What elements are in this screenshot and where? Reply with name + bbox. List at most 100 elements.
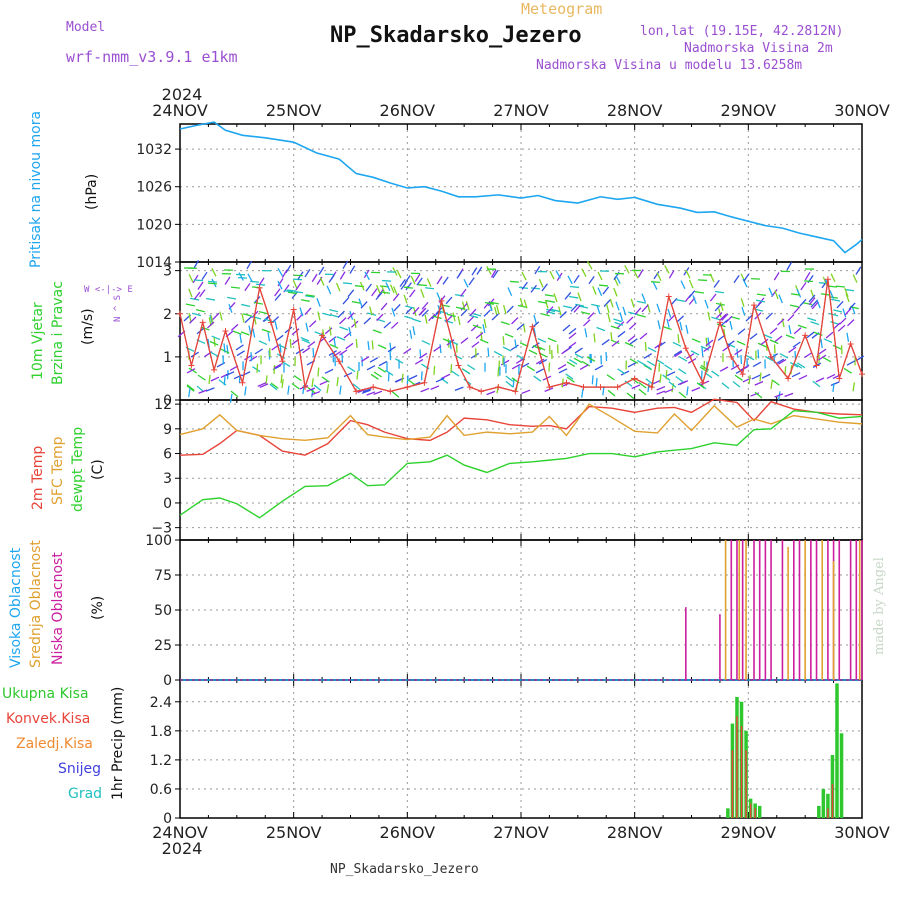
wind-arrow <box>756 293 766 297</box>
precip-bar <box>827 808 829 818</box>
wind-arrow <box>281 379 284 389</box>
wind-arrow <box>546 306 554 314</box>
wind-arrow <box>193 279 204 282</box>
wind-arrow <box>721 382 730 390</box>
wind-arrow <box>292 280 298 289</box>
wind-speed-marker <box>353 388 360 395</box>
wind-arrow <box>193 260 200 269</box>
wind-speed-marker <box>631 375 638 382</box>
wind-arrow <box>336 336 346 341</box>
temp-dew-line <box>179 409 863 519</box>
wind-arrow <box>639 332 648 340</box>
precip-bar <box>835 683 839 818</box>
wind-arrow <box>396 269 402 279</box>
y-tick-label: 3 <box>163 264 172 280</box>
wind-arrow <box>439 310 449 315</box>
wind-arrow <box>750 392 760 397</box>
wind-arrow <box>404 275 411 284</box>
wind-arrow <box>419 352 428 359</box>
wind-arrow <box>356 370 359 380</box>
wind-arrow <box>378 360 388 367</box>
wind-arrow <box>711 316 721 321</box>
wind-arrow <box>380 291 391 294</box>
wind-arrow <box>737 328 746 335</box>
wind-arrow <box>345 342 354 350</box>
wind-arrow <box>305 294 315 297</box>
wind-arrow <box>329 326 332 336</box>
wind-arrow <box>714 303 722 312</box>
wind-arrow <box>207 282 218 285</box>
wind-arrow <box>455 306 465 310</box>
wind-arrow <box>362 388 372 393</box>
wind-arrow <box>709 273 715 283</box>
wind-arrow <box>581 268 587 277</box>
wind-arrow <box>852 274 858 283</box>
wind-arrow <box>763 334 773 339</box>
x-tick-label-bottom: 30NOV <box>834 823 890 842</box>
wind-arrow <box>587 312 595 320</box>
wind-arrow <box>530 284 538 293</box>
wind-arrow <box>370 373 379 380</box>
wind-arrow <box>855 266 862 275</box>
wind-arrow <box>295 282 302 291</box>
wind-arrow <box>412 318 422 323</box>
wind-arrow <box>293 290 304 294</box>
wind-arrow <box>460 337 469 344</box>
wind-speed-marker <box>404 384 411 391</box>
wind-arrow <box>694 291 705 294</box>
wind-arrow <box>420 288 425 298</box>
wind-arrow <box>837 324 846 332</box>
wind-arrow <box>252 366 261 373</box>
wind-arrow <box>375 292 383 301</box>
wind-arrow <box>189 316 197 324</box>
y-tick-label: 50 <box>154 603 172 619</box>
wind-arrow <box>748 375 751 385</box>
wind-arrow <box>665 370 668 380</box>
wind-arrow <box>405 306 413 315</box>
wind-arrow <box>800 282 807 291</box>
wind-arrow <box>281 361 291 367</box>
wind-arrow <box>742 278 748 288</box>
wind-arrow <box>335 282 341 292</box>
wind-arrow <box>788 346 797 353</box>
precip-bar <box>839 733 844 818</box>
wind-arrow <box>825 331 834 339</box>
y-tick-label: 0 <box>163 393 172 409</box>
wind-arrow <box>371 340 374 350</box>
wind-arrow <box>636 314 646 318</box>
precip-bar <box>749 803 752 818</box>
wind-arrow <box>832 322 841 330</box>
wind-arrow <box>412 306 420 315</box>
wind-arrow <box>339 326 349 331</box>
wind-arrow <box>192 274 199 284</box>
wind-arrow <box>749 333 758 340</box>
wind-arrow <box>274 293 282 301</box>
wind-arrow <box>607 389 616 397</box>
wind-arrow <box>615 301 620 311</box>
wind-arrow <box>507 287 513 296</box>
wind-arrow <box>277 278 284 287</box>
wind-arrow <box>252 328 256 338</box>
wind-arrow <box>804 352 813 359</box>
wind-speed-marker <box>319 332 326 339</box>
temp-unit-label: (C) <box>90 459 106 480</box>
y-tick-label: 1014 <box>136 255 172 271</box>
precip-bar <box>731 750 734 818</box>
wind-arrow <box>435 377 445 383</box>
temp-sfc-line <box>179 403 863 442</box>
y-tick-label: 0 <box>163 496 172 512</box>
wind-arrow <box>568 327 577 335</box>
wind-arrow <box>564 291 572 300</box>
wind-arrow <box>634 307 642 315</box>
wind-arrow <box>247 273 253 283</box>
wind-arrow <box>330 314 340 318</box>
wind-arrow <box>733 274 740 284</box>
wind-arrow <box>339 349 348 356</box>
wind-arrow <box>505 375 514 382</box>
wind-arrow <box>664 265 670 274</box>
wind-arrow <box>249 355 258 362</box>
legend-frz-rain: Zaledj.Kisa <box>16 736 93 752</box>
wind-arrow <box>424 287 435 290</box>
wind-speed-marker <box>512 388 519 395</box>
wind-arrow <box>732 381 741 388</box>
